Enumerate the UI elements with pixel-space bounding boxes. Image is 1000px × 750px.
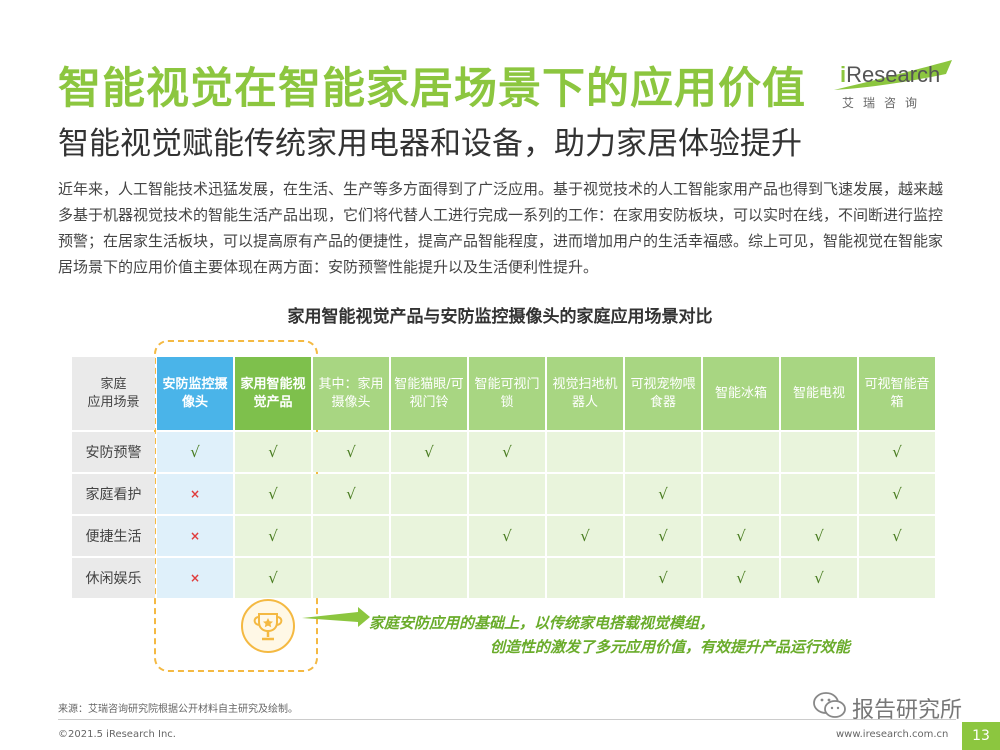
table-row: 休闲娱乐 × √ √ √ √ <box>72 558 935 598</box>
check-mark: √ <box>313 474 389 514</box>
logo-wordmark: iResearch <box>840 62 941 87</box>
table-cell <box>547 432 623 472</box>
check-mark: √ <box>547 516 623 556</box>
column-header: 智能猫眼/可视门铃 <box>391 357 467 430</box>
table-row: 便捷生活 × √ √ √ √ √ √ √ <box>72 516 935 556</box>
check-mark: √ <box>313 432 389 472</box>
check-mark: √ <box>235 516 311 556</box>
cross-mark: × <box>157 558 233 598</box>
row-label: 便捷生活 <box>72 516 155 556</box>
column-header: 可视智能音箱 <box>859 357 935 430</box>
watermark: 报告研究所 <box>812 690 982 724</box>
table-cell <box>469 474 545 514</box>
table-title: 家用智能视觉产品与安防监控摄像头的家庭应用场景对比 <box>287 307 713 327</box>
table-cell <box>391 516 467 556</box>
check-mark: √ <box>625 516 701 556</box>
check-mark: √ <box>235 474 311 514</box>
row-label: 家庭看护 <box>72 474 155 514</box>
check-mark: √ <box>859 516 935 556</box>
column-header: 智能可视门锁 <box>469 357 545 430</box>
logo-swoosh-icon <box>834 60 952 90</box>
table-cell <box>703 474 779 514</box>
column-header: 家用智能视觉产品 <box>235 357 311 430</box>
source-note: 来源：艾瑞咨询研究院根据公开材料自主研究及绘制。 <box>58 704 298 715</box>
table-cell <box>781 474 857 514</box>
table-cell <box>547 474 623 514</box>
column-header: 智能电视 <box>781 357 857 430</box>
check-mark: √ <box>859 474 935 514</box>
check-mark: √ <box>625 558 701 598</box>
check-mark: √ <box>469 432 545 472</box>
page-title: 智能视觉在智能家居场景下的应用价值 <box>58 64 806 114</box>
check-mark: √ <box>859 432 935 472</box>
row-label: 安防预警 <box>72 432 155 472</box>
callout-line-1: 家庭安防应用的基础上，以传统家电搭载视觉模组， <box>369 614 715 632</box>
table-cell <box>547 558 623 598</box>
column-header: 安防监控摄像头 <box>157 357 233 430</box>
comparison-table: 家庭 应用场景 安防监控摄像头 家用智能视觉产品 其中：家用摄像头 智能猫眼/可视门铃智… <box>70 355 937 600</box>
cross-mark: × <box>157 474 233 514</box>
table-cell <box>313 558 389 598</box>
wechat-icon <box>813 692 846 718</box>
table-corner-label: 家庭 应用场景 <box>72 357 155 430</box>
column-header: 可视宠物喂食器 <box>625 357 701 430</box>
check-mark: √ <box>469 516 545 556</box>
table-cell <box>625 432 701 472</box>
footer-divider <box>58 719 956 720</box>
row-label: 休闲娱乐 <box>72 558 155 598</box>
check-mark: √ <box>235 432 311 472</box>
table-cell <box>313 516 389 556</box>
table-cell <box>859 558 935 598</box>
table-cell <box>703 432 779 472</box>
table-cell <box>391 558 467 598</box>
cross-mark: × <box>157 516 233 556</box>
check-mark: √ <box>391 432 467 472</box>
column-header: 智能冰箱 <box>703 357 779 430</box>
column-header: 视觉扫地机器人 <box>547 357 623 430</box>
check-mark: √ <box>781 558 857 598</box>
check-mark: √ <box>703 516 779 556</box>
trophy-icon <box>241 599 295 653</box>
table-cell <box>391 474 467 514</box>
callout-arrow-icon <box>302 607 370 627</box>
watermark-text: 报告研究所 <box>852 698 963 723</box>
check-mark: √ <box>781 516 857 556</box>
table-cell <box>781 432 857 472</box>
website: www.iresearch.com.cn <box>836 729 949 740</box>
copyright: ©2021.5 iResearch Inc. <box>58 729 176 740</box>
page-subtitle: 智能视觉赋能传统家用电器和设备，助力家居体验提升 <box>58 126 802 162</box>
page-number: 13 <box>962 722 1000 750</box>
check-mark: √ <box>157 432 233 472</box>
check-mark: √ <box>235 558 311 598</box>
callout-line-2: 创造性的激发了多元应用价值，有效提升产品运行效能 <box>490 638 851 656</box>
check-mark: √ <box>703 558 779 598</box>
table-row: 安防预警 √ √ √ √ √ √ <box>72 432 935 472</box>
check-mark: √ <box>625 474 701 514</box>
logo-chinese-name: 艾瑞咨询 <box>842 96 927 110</box>
column-header: 其中：家用摄像头 <box>313 357 389 430</box>
table-row: 家庭看护 × √ √ √ √ <box>72 474 935 514</box>
iresearch-logo: iResearch 艾瑞咨询 <box>828 54 958 114</box>
intro-paragraph: 近年来，人工智能技术迅猛发展，在生活、生产等多方面得到了广泛应用。基于视觉技术的… <box>58 180 944 276</box>
table-cell <box>469 558 545 598</box>
